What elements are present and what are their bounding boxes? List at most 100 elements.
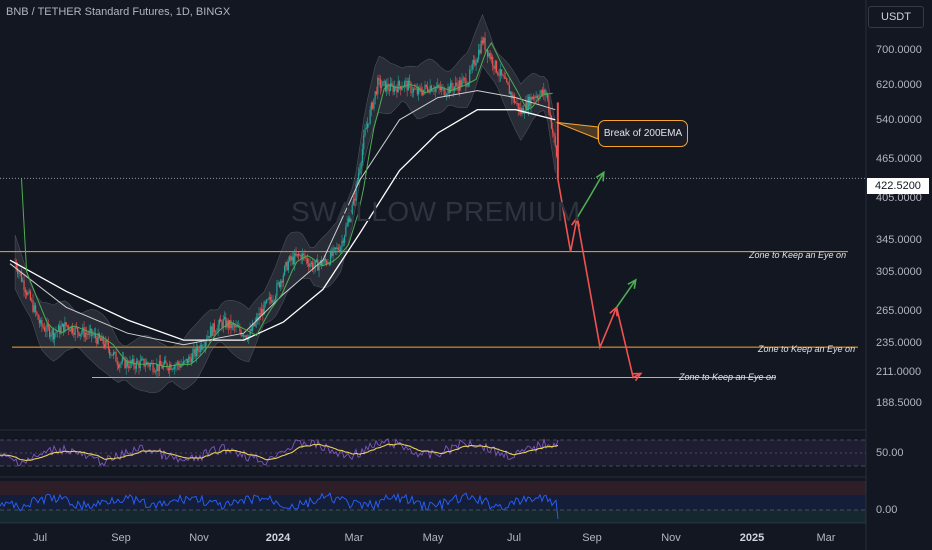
candle-body — [329, 251, 332, 265]
candle-body — [483, 37, 485, 44]
candle-body — [509, 92, 512, 95]
y-tick-label: 620.0000 — [876, 79, 922, 91]
callout-pointer — [556, 121, 599, 140]
oscillator-level-label: 0.00 — [876, 504, 898, 516]
candle-body — [541, 90, 544, 95]
candle-body — [494, 60, 496, 69]
candle-body — [202, 347, 204, 350]
candle-body — [415, 88, 417, 90]
candle-body — [231, 323, 233, 329]
candle-body — [310, 262, 312, 265]
osc2-line — [0, 492, 559, 520]
candle-body — [548, 99, 550, 113]
candle-body — [169, 364, 171, 371]
candle-body — [358, 173, 360, 181]
candle-body — [153, 371, 155, 373]
candle-body — [426, 87, 429, 92]
candle-body — [57, 325, 60, 332]
y-tick-label: 188.5000 — [876, 397, 922, 409]
candle-body — [411, 92, 413, 93]
candle-body — [40, 319, 42, 324]
candle-body — [342, 240, 344, 243]
zone-label: Zone to Keep an Eye on — [758, 344, 856, 354]
candle-body — [101, 336, 103, 341]
y-tick-label: 235.0000 — [876, 337, 922, 349]
candle-body — [51, 329, 53, 336]
candle-body — [100, 338, 102, 341]
candle-body — [428, 91, 430, 93]
candle-body — [373, 98, 375, 109]
candle-body — [393, 86, 395, 92]
candle-body — [174, 365, 176, 370]
break-of-200ema-callout[interactable]: Break of 200EMA — [598, 120, 688, 147]
candle-body — [424, 84, 426, 90]
y-tick-label: 345.0000 — [876, 234, 922, 246]
candle-body — [409, 80, 411, 84]
currency-button[interactable]: USDT — [868, 6, 924, 28]
candle-body — [549, 112, 551, 117]
bollinger-band — [14, 13, 556, 394]
candle-body — [86, 333, 88, 334]
forecast-drop-2 — [576, 217, 618, 351]
candle-body — [378, 78, 380, 80]
candle-body — [185, 358, 187, 361]
x-tick-label: Jul — [506, 532, 522, 544]
candle-body — [475, 62, 477, 66]
candle-body — [254, 321, 256, 327]
candle-body — [32, 300, 34, 312]
candle-body — [534, 96, 536, 98]
candle-body — [290, 256, 292, 261]
candle-body — [489, 53, 491, 60]
candle-body — [416, 88, 418, 95]
candle-body — [195, 347, 198, 357]
candle-body — [129, 360, 131, 368]
candle-body — [443, 87, 445, 96]
candle-body — [296, 254, 298, 256]
candle-body — [179, 364, 181, 368]
candle-body — [92, 334, 94, 336]
candle-body — [370, 102, 372, 111]
x-tick-label: Nov — [661, 532, 681, 544]
candle-body — [65, 322, 67, 326]
candle-body — [372, 102, 374, 109]
candle-body — [260, 308, 263, 316]
candle-body — [172, 368, 175, 370]
candle-body — [193, 348, 195, 354]
candle-body — [460, 80, 462, 87]
candle-body — [180, 364, 182, 368]
candle-body — [142, 358, 144, 360]
candle-body — [61, 323, 63, 327]
candle-body — [368, 123, 370, 125]
candle-body — [345, 226, 347, 236]
candle-body — [543, 89, 545, 95]
candle-body — [186, 358, 189, 364]
candle-body — [492, 56, 494, 66]
candle-body — [130, 360, 132, 364]
candle-body — [226, 320, 228, 328]
candle-body — [158, 360, 161, 372]
candle-body — [305, 258, 307, 260]
candle-body — [110, 354, 112, 356]
candle-body — [508, 84, 510, 95]
candle-body — [131, 358, 134, 364]
candle-body — [73, 332, 75, 335]
candle-body — [550, 116, 553, 129]
candle-body — [511, 92, 513, 99]
candle-body — [171, 368, 173, 370]
candle-body — [198, 351, 200, 353]
candle-body — [209, 326, 212, 338]
candle-body — [439, 87, 441, 91]
candle-body — [540, 90, 542, 95]
candle-body — [469, 69, 471, 83]
breakdown-candle — [556, 102, 559, 179]
forecast-bounce-2-head — [627, 278, 637, 289]
candle-body — [412, 88, 415, 93]
watermark: SWALLOW PREMIUM — [291, 196, 581, 227]
candle-body — [157, 364, 159, 372]
candle-body — [276, 283, 278, 296]
candle-body — [355, 183, 357, 201]
candle-body — [414, 88, 416, 90]
candle-body — [465, 78, 467, 87]
candle-body — [42, 326, 44, 328]
candle-body — [303, 253, 305, 255]
